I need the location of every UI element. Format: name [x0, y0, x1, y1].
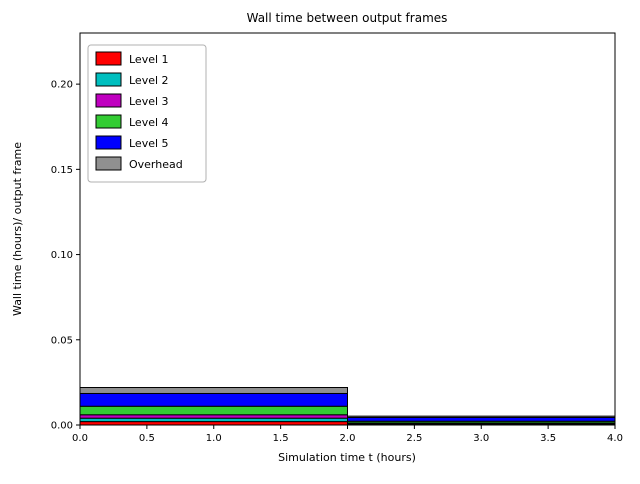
- x-tick-label: 0.5: [139, 433, 155, 444]
- x-tick-label: 4.0: [607, 433, 623, 444]
- legend-entry-label: Level 3: [129, 95, 169, 108]
- y-tick-label: 0.00: [51, 421, 73, 432]
- legend-swatch: [95, 135, 122, 150]
- bar-segment: [79, 417, 348, 423]
- legend-entry-label: Level 4: [129, 116, 169, 129]
- x-tick-label: 0.0: [72, 433, 88, 444]
- legend-entry-label: Level 2: [129, 74, 169, 87]
- y-tick-label: 0.05: [51, 335, 73, 346]
- legend-swatch: [95, 51, 122, 66]
- legend-swatch: [95, 114, 122, 129]
- legend-swatch: [95, 93, 122, 108]
- plot-area: 0.0 0.5 1.0 1.5 2.0 2.5 3.0 3.5 4.0 0.00 0.05 0.10 0…: [51, 32, 623, 444]
- y-tick-label: 0.10: [51, 250, 73, 261]
- x-tick-label: 3.0: [473, 433, 489, 444]
- bar-segment: [347, 415, 616, 419]
- y-tick-label: 0.15: [51, 165, 73, 176]
- x-tick-label: 3.5: [540, 433, 556, 444]
- bar-segment: [79, 387, 348, 394]
- x-tick-label: 1.0: [206, 433, 222, 444]
- legend-entry-label: Level 1: [129, 53, 169, 66]
- legend-swatch: [95, 72, 122, 87]
- bar-segment: [347, 417, 616, 422]
- legend-swatch: [95, 156, 122, 171]
- legend: Level 1 Level 2 Level 3 Level 4 Level 5 Overh…: [87, 44, 207, 183]
- x-tick-label: 2.5: [406, 433, 422, 444]
- legend-entry-label: Level 5: [129, 137, 169, 150]
- chart-title: Wall time between output frames: [247, 11, 448, 25]
- bar-segment: [79, 405, 348, 416]
- legend-entry-label: Overhead: [129, 158, 183, 171]
- x-tick-label: 2.0: [340, 433, 356, 444]
- y-axis-label: Wall time (hours)/ output frame: [11, 142, 24, 316]
- bar-segment: [79, 414, 348, 419]
- x-tick-label: 1.5: [273, 433, 289, 444]
- bar-segment: [79, 421, 348, 426]
- bar-segment: [79, 392, 348, 407]
- x-axis-label: Simulation time t (hours): [278, 451, 416, 464]
- y-tick-label: 0.20: [51, 80, 73, 91]
